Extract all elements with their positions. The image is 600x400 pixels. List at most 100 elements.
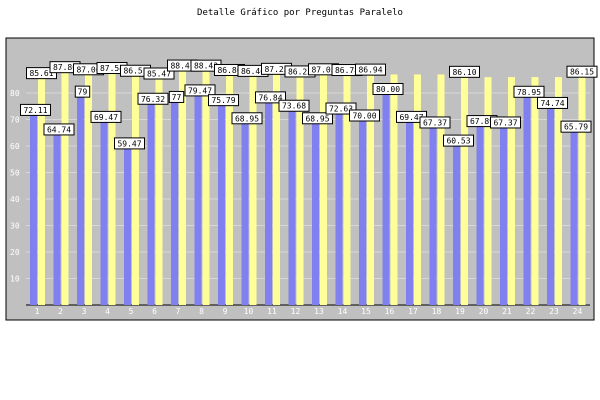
data-label-series1-box [43, 123, 75, 136]
data-label-series1-box [208, 94, 239, 107]
y-tick-label: 10 [10, 275, 20, 284]
data-label-series1: 76.84 [255, 91, 286, 104]
category-label: 9 [223, 307, 228, 316]
data-label-series1-box [513, 85, 545, 98]
bar-series1 [100, 120, 108, 305]
data-label-series1: 64.74 [43, 123, 75, 136]
bar-series1 [335, 112, 343, 305]
bar-series1 [77, 95, 84, 306]
bar-series1 [500, 126, 507, 305]
y-tick-label: 70 [10, 116, 20, 125]
data-label-series1-box [325, 102, 357, 115]
data-label-series2-text: 85.47 [147, 70, 171, 79]
data-label-series1-text: 80.00 [376, 85, 400, 94]
y-tick-layer: 10 20 30 40 50 60 70 80 [10, 89, 20, 284]
bar-layer [30, 70, 586, 306]
bar-series1 [382, 93, 390, 305]
y-tick-label: 60 [10, 142, 20, 151]
data-label-series1: 68.95 [302, 112, 333, 125]
bar-series1 [30, 113, 37, 305]
category-label: 2 [58, 307, 63, 316]
y-tick-label: 20 [10, 248, 20, 257]
bar-series2 [132, 75, 139, 305]
data-label-series2-text: 86.10 [452, 68, 476, 77]
data-label-series1-text: 67.37 [423, 118, 447, 127]
data-label-series2-text: 85.61 [29, 69, 53, 78]
data-label-series1-box [349, 109, 380, 122]
data-label-series1-box [137, 92, 169, 105]
category-label: 24 [573, 307, 583, 316]
data-label-series1: 69.47 [90, 110, 122, 123]
data-label-series1: 67.37 [490, 116, 521, 129]
data-label-series1-box [537, 96, 568, 109]
data-label-series2: 85.47 [143, 67, 175, 80]
data-label-series2-box [143, 67, 175, 80]
data-label-series1: 78.95 [513, 85, 545, 98]
bar-series2 [531, 77, 539, 305]
data-label-series2-text: 87.05 [311, 65, 335, 74]
y-tick-label: 40 [10, 195, 20, 204]
data-label-series1: 80.00 [372, 83, 404, 95]
data-label-series1-text: 67.37 [493, 118, 517, 127]
data-label-series1-text: 69.47 [94, 113, 118, 122]
bar-series2 [437, 74, 445, 305]
bar-series2 [414, 74, 421, 305]
bar-series2 [508, 77, 515, 305]
data-label-series1-box [255, 91, 286, 104]
data-label-series2: 86.15 [566, 65, 598, 78]
category-label: 20 [479, 307, 489, 316]
category-label: 10 [244, 307, 254, 316]
data-label-series2-box [449, 65, 480, 78]
data-label-series2-text: 88.47 [170, 62, 194, 71]
bar-series2 [296, 76, 304, 305]
bar-series2 [484, 77, 492, 305]
category-label: 22 [526, 307, 536, 316]
data-label-series1: 72.63 [325, 102, 357, 115]
data-label-series2-text: 86.94 [358, 66, 382, 75]
data-label-series1-box [372, 83, 404, 95]
data-label-series1-box [443, 134, 474, 147]
category-label: 15 [361, 307, 371, 316]
category-label: 6 [152, 307, 157, 316]
category-label: 7 [176, 307, 181, 316]
bar-series1 [194, 94, 202, 305]
bar-series2 [249, 75, 257, 305]
data-label-series1-box [20, 103, 51, 116]
data-label-series1: 73.68 [278, 99, 310, 112]
data-label-series1-box [90, 110, 122, 123]
data-label-series1-box [302, 112, 333, 125]
data-label-series1-text: 79.47 [188, 86, 212, 95]
bar-series2 [273, 73, 280, 305]
bar-series1 [312, 122, 319, 305]
bar-series2 [461, 76, 468, 306]
data-label-layer: 72.11 85.61 64.74 87.86 79 87.06 69.47 87.54 59.… [20, 59, 598, 150]
bar-series2 [555, 77, 562, 305]
data-label-series2-text: 86.25 [288, 67, 312, 76]
data-label-series2-text: 87.23 [264, 65, 288, 74]
data-label-series2-text: 86.80 [217, 66, 241, 75]
data-label-series1-text: 73.68 [282, 102, 306, 111]
y-tick-label: 80 [10, 89, 20, 98]
bar-series1 [288, 109, 296, 305]
data-label-series1-text: 59.47 [117, 139, 141, 148]
data-label-series1: 68.95 [231, 112, 263, 125]
category-label: 11 [267, 307, 277, 316]
data-label-series1-text: 75.79 [211, 96, 235, 105]
category-label: 14 [338, 307, 348, 316]
data-label-series2-box [355, 63, 386, 76]
data-label-series1: 79.47 [184, 84, 216, 97]
bar-series1 [241, 122, 249, 305]
data-label-series1: 59.47 [114, 137, 145, 150]
category-label: 4 [105, 307, 110, 316]
category-label: 3 [82, 307, 87, 316]
chart-title: Detalle Gráfico por Preguntas Paralelo [197, 8, 403, 18]
category-label: 17 [408, 307, 418, 316]
data-label-series1-text: 70.00 [352, 112, 376, 121]
data-label-series1-box [278, 99, 310, 112]
bar-series1 [171, 100, 178, 305]
bar-series2 [155, 78, 163, 305]
bar-series1 [453, 144, 460, 305]
category-label: 18 [432, 307, 442, 316]
bar-series2 [226, 74, 233, 305]
